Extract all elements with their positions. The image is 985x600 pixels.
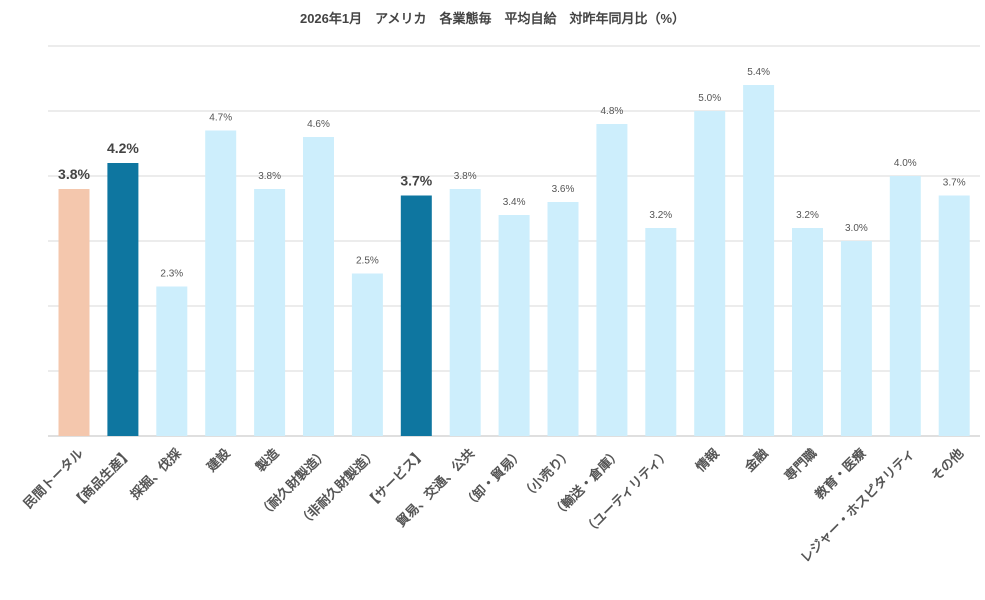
data-label: 3.8%	[58, 166, 90, 182]
data-label: 3.0%	[845, 223, 868, 234]
data-label: 3.2%	[649, 210, 672, 221]
x-tick-label: 情報	[693, 445, 723, 475]
bar	[694, 111, 726, 436]
chart-title: 2026年1月 アメリカ 各業態毎 平均自給 対昨年同月比（%）	[299, 11, 686, 26]
data-label: 2.3%	[160, 269, 183, 280]
data-label: 3.2%	[796, 210, 819, 221]
bar	[889, 176, 921, 436]
bar	[840, 241, 872, 436]
bar	[107, 163, 139, 436]
data-label: 3.7%	[943, 178, 966, 189]
data-label: 4.0%	[894, 158, 917, 169]
bar	[58, 189, 90, 436]
bar	[645, 228, 677, 436]
x-tick-label: 専門職	[781, 446, 819, 484]
data-label: 3.7%	[400, 173, 432, 189]
data-label: 4.6%	[307, 119, 330, 130]
data-label: 2.5%	[356, 256, 379, 267]
data-label: 3.8%	[454, 171, 477, 182]
bar	[743, 85, 775, 436]
data-label: 4.2%	[107, 140, 139, 156]
data-label: 4.8%	[601, 106, 624, 117]
x-tick-label: 建設	[204, 445, 234, 475]
x-tick-label: 採掘、伐採	[127, 445, 184, 502]
x-tick-label: 製造	[252, 445, 282, 475]
bar	[400, 195, 432, 436]
x-tick-label: その他	[928, 446, 966, 484]
data-label: 3.4%	[503, 197, 526, 208]
bar	[351, 273, 383, 436]
bar	[205, 130, 237, 436]
bar	[792, 228, 823, 436]
bar	[449, 189, 481, 436]
bar	[498, 215, 530, 436]
bar	[303, 137, 334, 436]
data-label: 3.6%	[552, 184, 575, 195]
bar	[254, 189, 286, 436]
bar	[938, 195, 970, 436]
bar	[547, 202, 579, 436]
bar	[156, 286, 188, 436]
data-label: 5.4%	[747, 67, 770, 78]
bar	[596, 124, 628, 436]
data-label: 3.8%	[258, 171, 281, 182]
x-tick-label: （ユーティリティ）	[581, 446, 673, 538]
data-label: 4.7%	[209, 113, 232, 124]
x-tick-label: 金融	[741, 446, 771, 476]
data-label: 5.0%	[698, 93, 721, 104]
